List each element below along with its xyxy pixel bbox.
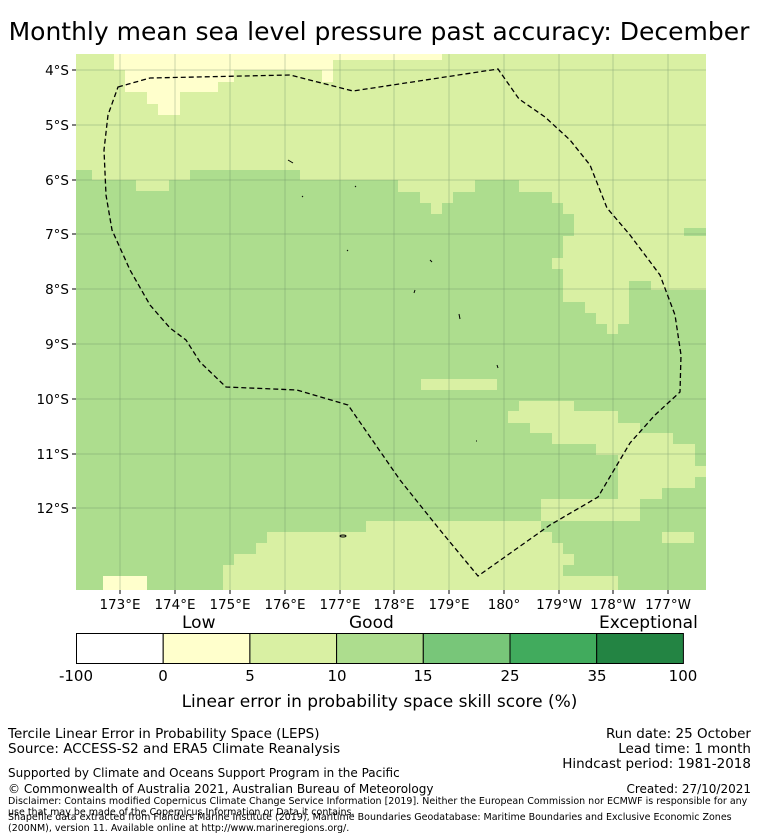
- lat-label: 10°S: [37, 392, 70, 408]
- lon-label: 177°W: [645, 597, 691, 613]
- colorbar-label-good: Good: [349, 613, 394, 633]
- colorbar-segment: [249, 633, 338, 664]
- colorbar-tick: 5: [245, 667, 255, 685]
- source-text: Source: ACCESS-S2 and ERA5 Climate Reana…: [8, 741, 341, 757]
- eez-boundary: [103, 68, 682, 577]
- lon-label: 179°W: [536, 597, 582, 613]
- colorbar-title: Linear error in probability space skill …: [181, 692, 578, 712]
- colorbar-segment: [596, 633, 684, 664]
- lat-label: 12°S: [37, 501, 70, 517]
- colorbar-tick: 15: [413, 667, 433, 685]
- lat-label: 8°S: [45, 282, 69, 298]
- skill-band-5-10-south: [223, 521, 618, 590]
- island: [301, 195, 304, 198]
- lead-time: Lead time: 1 month: [618, 741, 751, 757]
- axis-ticks: [72, 69, 669, 594]
- colorbar-segment: [336, 633, 424, 664]
- skill-patch-3: [662, 532, 694, 543]
- colorbar-segment: [76, 633, 164, 664]
- colorbar-segment: [509, 633, 598, 664]
- island: [346, 249, 349, 252]
- lon-label: 175°E: [209, 597, 250, 613]
- lon-label: 174°E: [154, 597, 195, 613]
- island: [429, 259, 433, 263]
- island: [339, 534, 347, 538]
- skill-band-0-5-south: [103, 576, 147, 590]
- lat-label: 4°S: [45, 63, 69, 79]
- skill-band-5-10-east: [508, 401, 706, 521]
- colorbar-segment: [422, 633, 511, 664]
- colorbar-tick: 0: [158, 667, 168, 685]
- island: [287, 159, 294, 164]
- colorbar-tick: 35: [587, 667, 607, 685]
- colorbar-tick: -100: [58, 667, 94, 685]
- lon-label: 177°E: [319, 597, 360, 613]
- colorbar-tick: 100: [668, 667, 698, 685]
- lat-label: 9°S: [45, 337, 69, 353]
- colorbar-tick: 10: [327, 667, 347, 685]
- lat-label: 5°S: [45, 118, 69, 134]
- islands: [287, 159, 499, 538]
- hindcast-period: Hindcast period: 1981-2018: [562, 756, 751, 772]
- lat-label: 6°S: [45, 173, 69, 189]
- support-text: Supported by Climate and Oceans Support …: [8, 766, 400, 780]
- lon-label: 179°E: [428, 597, 469, 613]
- created-date: Created: 27/10/2021: [626, 782, 751, 796]
- lat-label: 11°S: [37, 447, 70, 463]
- skill-band-5-10-north: [76, 54, 706, 334]
- colorbar-label-exceptional: Exceptional: [599, 613, 698, 633]
- lon-label: 180°: [488, 597, 521, 613]
- lon-label: 173°E: [99, 597, 140, 613]
- lat-label: 7°S: [45, 227, 69, 243]
- island: [496, 364, 499, 369]
- method-text: Tercile Linear Error in Probability Spac…: [8, 726, 320, 742]
- skill-patch-1: [136, 180, 169, 191]
- colorbar-tick: 25: [500, 667, 520, 685]
- island: [354, 185, 357, 188]
- skill-band-0-5-north: [114, 54, 442, 115]
- map-gridlines: [76, 54, 706, 590]
- run-date: Run date: 25 October: [606, 726, 751, 742]
- island: [458, 313, 461, 320]
- island: [413, 289, 416, 294]
- colorbar-label-low: Low: [182, 613, 216, 633]
- lon-label: 176°E: [264, 597, 305, 613]
- chart-title: Monthly mean sea level pressure past acc…: [8, 17, 750, 46]
- copyright-text: © Commonwealth of Australia 2021, Austra…: [8, 782, 434, 796]
- colorbar: [76, 633, 684, 664]
- disclaimer-text: Disclaimer: Contains modified Copernicus…: [8, 796, 748, 818]
- colorbar-segment: [162, 633, 251, 664]
- lon-label: 178°W: [590, 597, 636, 613]
- shapefile-credit: Shapefile data extracted from Flanders M…: [8, 812, 732, 834]
- lon-label: 178°E: [373, 597, 414, 613]
- skill-patch-2: [421, 379, 497, 390]
